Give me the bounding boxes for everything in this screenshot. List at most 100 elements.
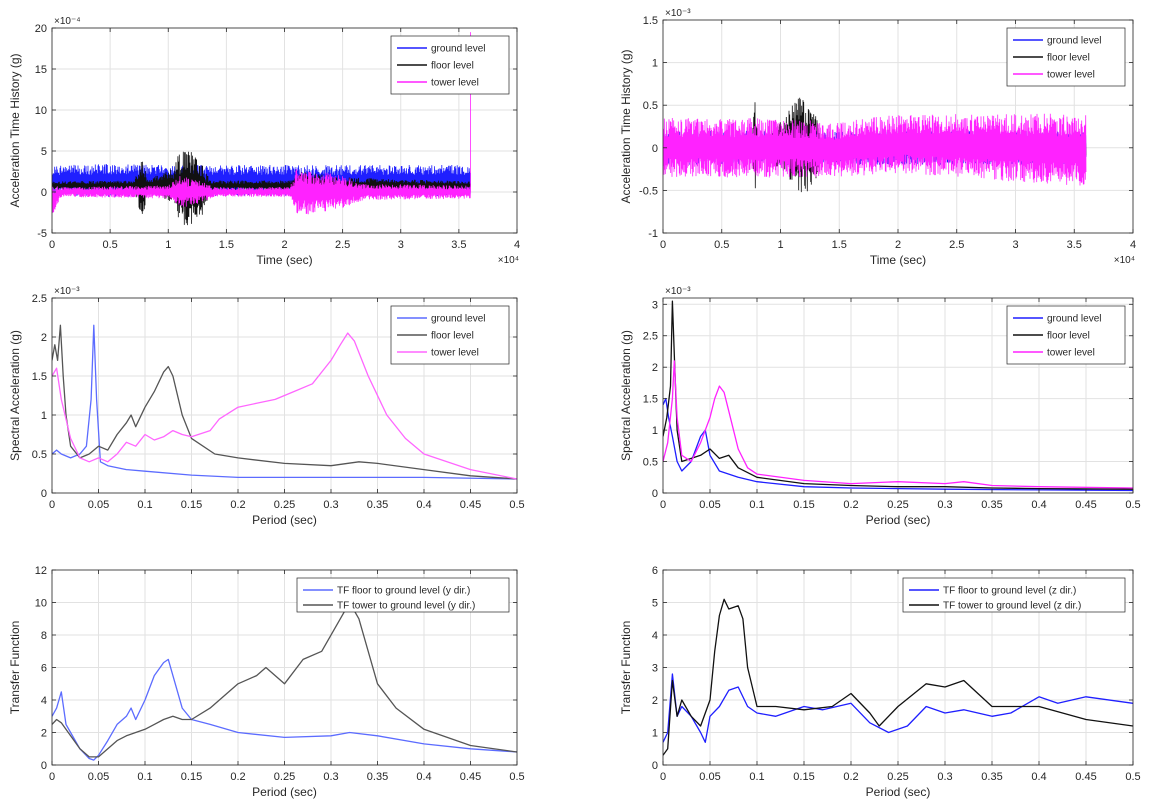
x-tick-label: 0.25: [274, 499, 295, 511]
x-tick-label: 0: [49, 239, 55, 251]
y-tick-label: 0: [41, 488, 47, 500]
x-tick-label: 0.1: [749, 771, 764, 783]
y-tick-label: 1: [652, 58, 658, 70]
y-tick-label: 0: [652, 760, 658, 772]
chart-p2: 0 0.5 1 1.5 2 2.5 3 3.5 4 -1 -0.5 0 0.5 1 1.5 ×10⁻³ ×10⁴…: [619, 8, 1136, 267]
y-tick-label: 6: [41, 663, 47, 675]
data-layer: [52, 324, 517, 480]
x-tick-label: 0.1: [137, 499, 152, 511]
x-tick-label: 0.1: [137, 771, 152, 783]
legend-label: tower level: [1047, 70, 1095, 81]
y-tick-label: 0: [652, 143, 658, 155]
y-tick-label: 10: [35, 105, 47, 117]
y-tick-label: 3: [652, 299, 658, 311]
x-tick-label: 0: [49, 771, 55, 783]
y-tick-label: 5: [652, 598, 658, 610]
x-tick-label: 0.4: [416, 499, 431, 511]
x-tick-label: 0.1: [749, 499, 764, 511]
series-line-2: [663, 113, 1087, 186]
legend-label: TF tower to ground level (z dir.): [943, 601, 1081, 612]
x-tick-label: 0.5: [509, 771, 524, 783]
y-tick-label: 4: [41, 695, 47, 707]
x-tick-label: 0: [660, 771, 666, 783]
x-tick-label: 0.2: [230, 499, 245, 511]
legend: ground level floor level tower level: [390, 35, 510, 95]
series-line-1: [663, 300, 1133, 490]
x-axis-label: Time (sec): [870, 253, 926, 267]
y-axis-label: Acceleration Time History (g): [619, 49, 633, 203]
x-tick-label: 2.5: [335, 239, 350, 251]
x-tick-label: 4: [1130, 239, 1136, 251]
y-tick-label: 2: [41, 728, 47, 740]
x-tick-label: 0: [49, 499, 55, 511]
y-tick-label: 0.5: [643, 100, 658, 112]
y-tick-label: 15: [35, 64, 47, 76]
y-tick-label: 10: [35, 598, 47, 610]
y-exponent-label: ×10⁻³: [54, 286, 80, 297]
x-exponent-label: ×10⁴: [1114, 255, 1135, 266]
x-tick-label: 0.05: [699, 499, 720, 511]
legend-label: ground level: [1047, 36, 1101, 47]
y-tick-label: 4: [652, 630, 658, 642]
y-tick-label: 1.5: [32, 371, 47, 383]
x-exponent-label: ×10⁴: [498, 255, 519, 266]
y-tick-label: 0.5: [32, 449, 47, 461]
x-tick-label: 0: [660, 499, 666, 511]
x-tick-label: 0.15: [181, 499, 202, 511]
x-tick-label: 0.45: [1075, 499, 1096, 511]
legend-label: floor level: [431, 61, 474, 72]
x-tick-label: 0.5: [102, 239, 117, 251]
x-tick-label: 1.5: [832, 239, 847, 251]
x-tick-label: 0.35: [367, 771, 388, 783]
legend-label: tower level: [431, 78, 479, 89]
y-exponent-label: ×10⁻⁴: [54, 16, 81, 27]
series-line-0: [663, 397, 1133, 492]
data-layer: [663, 300, 1133, 492]
y-tick-label: -1: [648, 228, 658, 240]
legend-label: ground level: [431, 314, 485, 325]
y-tick-label: 3: [652, 663, 658, 675]
x-tick-label: 0.5: [509, 499, 524, 511]
x-axis-label: Period (sec): [866, 513, 931, 527]
x-tick-label: 2: [895, 239, 901, 251]
data-layer: [52, 32, 471, 226]
x-tick-label: 2.5: [949, 239, 964, 251]
x-tick-label: 0.45: [460, 771, 481, 783]
legend-box: [902, 577, 1126, 613]
x-axis-label: Time (sec): [256, 253, 312, 267]
x-tick-label: 0.45: [1075, 771, 1096, 783]
x-tick-label: 0.45: [460, 499, 481, 511]
series-line-1: [663, 598, 1133, 756]
y-axis-label: Spectral Acceleration (g): [619, 330, 633, 461]
y-exponent-label: ×10⁻³: [665, 286, 691, 297]
x-tick-label: 0: [660, 239, 666, 251]
y-tick-label: 1.5: [643, 394, 658, 406]
x-tick-label: 2: [281, 239, 287, 251]
legend-box: [296, 577, 510, 613]
legend-label: floor level: [1047, 331, 1090, 342]
x-tick-label: 0.4: [1031, 499, 1046, 511]
x-tick-label: 1: [165, 239, 171, 251]
x-tick-label: 0.5: [1125, 499, 1140, 511]
chart-p1: 0 0.5 1 1.5 2 2.5 3 3.5 4-505101520×10⁻⁴×10⁴Time…: [8, 16, 520, 267]
series-line-2: [52, 332, 517, 480]
y-axis-label: Transfer Function: [619, 621, 633, 715]
y-axis-label: Acceleration Time History (g): [8, 53, 22, 207]
legend: TF floor to ground level (y dir.) TF towe…: [296, 577, 510, 613]
x-axis-label: Period (sec): [866, 785, 931, 799]
chart-p4: 0 0.05 0.1 0.15 0.2 0.25 0.3 0.35 0.4 0.45 0.5 0 0.5…: [619, 286, 1141, 527]
chart-p6: 0 0.05 0.1 0.15 0.2 0.25 0.3 0.35 0.4 0.45 0.5 0 1 2 3…: [619, 565, 1141, 799]
chart-p3: 0 0.05 0.1 0.15 0.2 0.25 0.3 0.35 0.4 0.45 0.5 0 0.5…: [8, 286, 525, 527]
legend-label: floor level: [1047, 53, 1090, 64]
x-tick-label: 4: [514, 239, 520, 251]
legend: ground level floor level tower level: [1006, 27, 1126, 87]
x-tick-label: 0.15: [793, 499, 814, 511]
x-tick-label: 0.3: [937, 771, 952, 783]
data-layer: [663, 97, 1087, 193]
x-tick-label: 0.35: [981, 499, 1002, 511]
legend-label: TF floor to ground level (y dir.): [337, 586, 470, 597]
x-tick-label: 0.35: [367, 499, 388, 511]
x-axis-label: Period (sec): [252, 785, 317, 799]
